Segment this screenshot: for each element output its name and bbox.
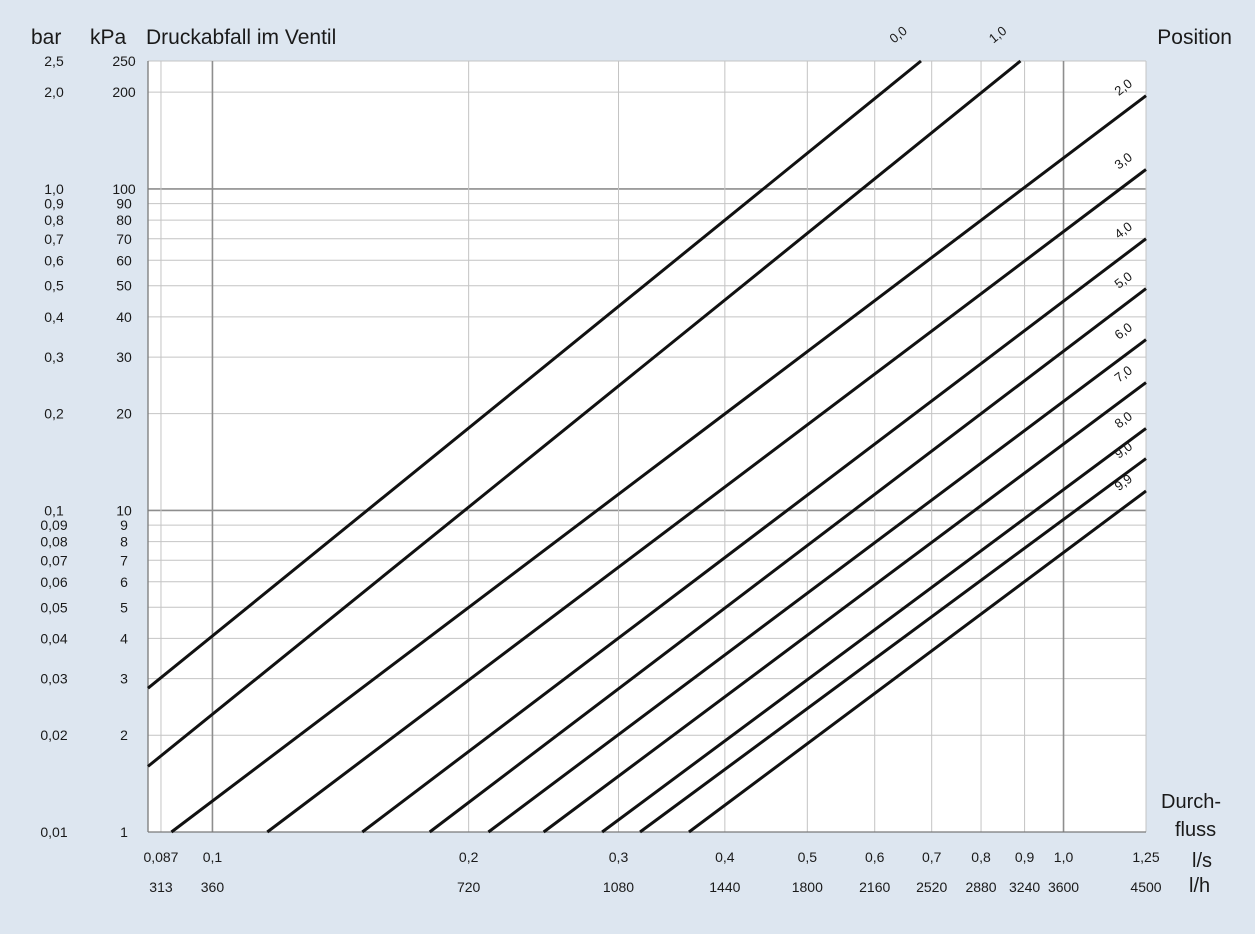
x-tick-label-ls: 0,9 [1015,849,1035,865]
y-tick-label-kpa: 60 [116,252,132,268]
y-tick-label-kpa: 200 [112,84,136,100]
y-tick-label-kpa: 80 [116,212,132,228]
curve-position-4 [361,237,1147,834]
x-tick-label-lh: 3240 [1009,879,1040,895]
x-tick-label-ls: 0,6 [865,849,885,865]
x-unit-lh: l/h [1189,875,1210,897]
y-tick-label-kpa: 30 [116,349,132,365]
curve-position-2 [170,94,1147,834]
x-tick-label-lh: 3600 [1048,879,1079,895]
y-tick-label-bar: 0,3 [44,349,64,365]
y-tick-label-kpa: 250 [112,53,136,69]
x-tick-label-ls: 0,5 [798,849,818,865]
y-unit-bar: bar [31,26,61,49]
y-tick-label-kpa: 2 [120,727,128,743]
y-tick-label-bar: 0,08 [40,534,67,550]
y-tick-label-bar: 0,06 [40,574,67,590]
x-tick-label-lh: 360 [201,879,225,895]
x-tick-label-ls: 0,087 [143,849,178,865]
y-tick-label-kpa: 3 [120,671,128,687]
x-tick-label-lh: 1800 [792,879,823,895]
x-tick-label-lh: 313 [149,879,173,895]
curve-position-1 [147,59,1022,768]
y-tick-label-bar: 2,5 [44,53,64,69]
y-tick-label-bar: 0,7 [44,231,64,247]
curve-label-0: 0,0 [886,23,909,46]
y-tick-label-kpa: 7 [120,552,128,568]
y-unit-kpa: kPa [90,26,127,49]
curve-position-0 [147,59,922,690]
curve-position-5 [428,287,1147,834]
x-tick-label-lh: 1080 [603,879,634,895]
curve-position-7 [542,381,1147,834]
curve-position-6 [487,338,1147,834]
curve-position-3 [266,168,1147,834]
y-tick-label-bar: 0,8 [44,212,64,228]
grid [147,60,1147,833]
curve-position-10 [688,489,1147,834]
y-tick-label-bar: 0,07 [40,552,67,568]
x-tick-label-lh: 720 [457,879,481,895]
x-tick-label-lh: 2880 [965,879,996,895]
curve-position-8 [601,427,1147,834]
curve-position-9 [639,457,1147,834]
y-tick-label-bar: 0,5 [44,278,64,294]
y-tick-label-bar: 0,6 [44,252,64,268]
x-tick-label-ls: 0,8 [971,849,991,865]
x-axis-title-line1: Durch- [1161,791,1221,813]
y-tick-label-bar: 0,9 [44,196,64,212]
y-tick-label-kpa: 50 [116,278,132,294]
y-tick-label-bar: 0,04 [40,630,67,646]
y-tick-label-bar: 2,0 [44,84,64,100]
x-tick-label-ls: 1,0 [1054,849,1074,865]
x-tick-label-ls: 0,2 [459,849,479,865]
y-tick-label-bar: 0,4 [44,309,64,325]
y-tick-label-kpa: 5 [120,599,128,615]
plot-area [148,61,1146,832]
y-tick-label-kpa: 8 [120,534,128,550]
x-tick-label-ls: 0,1 [203,849,223,865]
x-tick-label-lh: 2160 [859,879,890,895]
x-unit-ls: l/s [1192,850,1212,872]
y-tick-labels: 1 0,01 2 0,02 3 0,03 4 0,04 5 0,05 6 0,06 7 0,07 8 0,08… [40,53,136,840]
curves [147,59,1147,834]
y-tick-label-kpa: 4 [120,630,128,646]
x-tick-label-ls: 0,4 [715,849,735,865]
y-tick-label-bar: 0,02 [40,727,67,743]
y-tick-label-bar: 0,2 [44,406,64,422]
x-tick-label-ls: 0,7 [922,849,942,865]
y-tick-label-bar: 0,09 [40,517,67,533]
y-tick-label-kpa: 20 [116,406,132,422]
y-tick-label-kpa: 9 [120,517,128,533]
chart-title: Druckabfall im Ventil [146,26,336,49]
y-tick-label-kpa: 6 [120,574,128,590]
y-tick-label-bar: 0,01 [40,824,67,840]
y-tick-label-bar: 1,0 [44,181,64,197]
y-tick-label-kpa: 40 [116,309,132,325]
y-tick-label-bar: 0,1 [44,502,64,518]
legend-title: Position [1157,26,1232,49]
x-tick-label-ls: 0,3 [609,849,629,865]
y-tick-label-kpa: 100 [112,181,136,197]
y-tick-label-kpa: 10 [116,502,132,518]
x-tick-label-ls: 1,25 [1132,849,1159,865]
curve-label-1: 1,0 [986,23,1009,46]
y-tick-label-kpa: 90 [116,196,132,212]
x-tick-label-lh: 1440 [709,879,740,895]
y-tick-label-kpa: 70 [116,231,132,247]
y-tick-label-bar: 0,05 [40,599,67,615]
x-axis-title-line2: fluss [1175,819,1216,841]
x-tick-label-lh: 2520 [916,879,947,895]
x-tick-labels: 0,087 313 0,1 360 0,2 720 0,3 1080 0,4 1440 0,5 180… [143,849,1161,895]
x-tick-label-lh: 4500 [1130,879,1161,895]
y-tick-label-bar: 0,03 [40,671,67,687]
y-tick-label-kpa: 1 [120,824,128,840]
